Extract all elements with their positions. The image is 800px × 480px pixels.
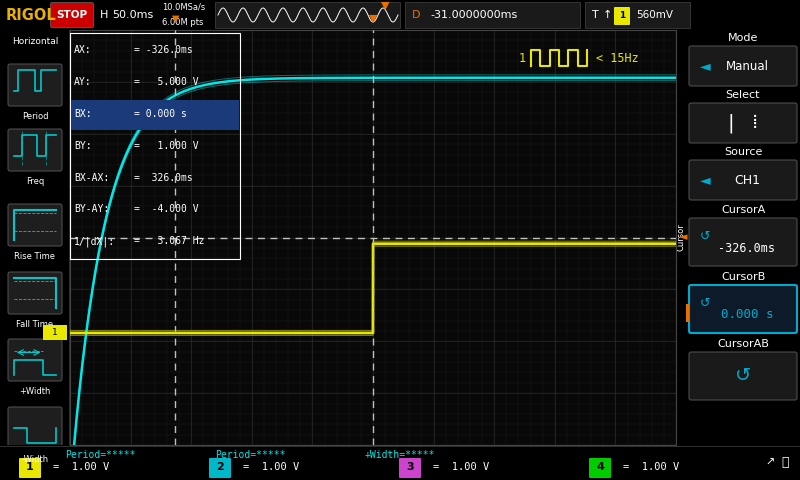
Bar xyxy=(70,100,239,130)
Bar xyxy=(70,33,240,259)
Text: STOP: STOP xyxy=(57,10,87,20)
Text: ▼: ▼ xyxy=(381,1,390,11)
Text: Cursor: Cursor xyxy=(677,224,686,252)
Text: Freq: Freq xyxy=(26,177,44,186)
Text: Fall Time: Fall Time xyxy=(17,320,54,329)
Text: Source: Source xyxy=(724,147,762,157)
Text: ◄: ◄ xyxy=(679,232,687,242)
FancyBboxPatch shape xyxy=(19,458,41,478)
Text: =  1.00 V: = 1.00 V xyxy=(623,462,679,472)
Text: ↺: ↺ xyxy=(700,229,710,242)
FancyBboxPatch shape xyxy=(8,339,62,381)
Text: CursorAB: CursorAB xyxy=(717,339,769,349)
Text: = 0.000 s: = 0.000 s xyxy=(134,108,186,119)
Text: BX-AX:: BX-AX: xyxy=(74,172,110,182)
Text: 1: 1 xyxy=(619,11,625,20)
Text: Mode: Mode xyxy=(728,33,758,43)
Text: Period=*****: Period=***** xyxy=(65,450,135,460)
Text: 1: 1 xyxy=(52,328,58,337)
Bar xyxy=(585,2,690,28)
Text: Manual: Manual xyxy=(726,60,769,72)
Text: ⁞: ⁞ xyxy=(752,113,758,132)
Text: AY:: AY: xyxy=(74,77,92,87)
Text: = -326.0ms: = -326.0ms xyxy=(134,45,192,55)
Text: +Width: +Width xyxy=(19,387,50,396)
Text: Horizontal: Horizontal xyxy=(12,37,58,47)
FancyBboxPatch shape xyxy=(8,407,62,449)
FancyBboxPatch shape xyxy=(614,7,630,25)
Text: =  1.00 V: = 1.00 V xyxy=(433,462,490,472)
Text: 1: 1 xyxy=(518,51,526,64)
Text: =   1.000 V: = 1.000 V xyxy=(134,141,198,151)
Text: +Width=*****: +Width=***** xyxy=(365,450,435,460)
Text: |: | xyxy=(728,113,734,133)
Text: H: H xyxy=(100,10,108,20)
Text: =   3.067 Hz: = 3.067 Hz xyxy=(134,237,204,246)
Text: =  1.00 V: = 1.00 V xyxy=(243,462,299,472)
FancyBboxPatch shape xyxy=(50,2,94,27)
Text: ▼: ▼ xyxy=(172,14,179,24)
Text: ↗: ↗ xyxy=(766,457,774,468)
FancyBboxPatch shape xyxy=(689,160,797,200)
FancyBboxPatch shape xyxy=(677,304,689,322)
FancyBboxPatch shape xyxy=(589,458,611,478)
FancyBboxPatch shape xyxy=(689,285,797,333)
FancyBboxPatch shape xyxy=(8,64,62,106)
Text: 3: 3 xyxy=(406,462,414,472)
Text: =  326.0ms: = 326.0ms xyxy=(134,172,192,182)
Text: Period: Period xyxy=(22,112,48,121)
Text: 10.0MSa/s: 10.0MSa/s xyxy=(162,3,206,12)
Text: ↺: ↺ xyxy=(700,297,710,310)
Bar xyxy=(215,2,400,28)
Text: BY-AY:: BY-AY: xyxy=(74,204,110,215)
Text: =   5.000 V: = 5.000 V xyxy=(134,77,198,87)
FancyBboxPatch shape xyxy=(209,458,231,478)
Text: AX:: AX: xyxy=(74,45,92,55)
FancyBboxPatch shape xyxy=(689,103,797,143)
Text: 0.000 s: 0.000 s xyxy=(721,309,774,322)
Text: 50.0ms: 50.0ms xyxy=(112,10,154,20)
Text: Select: Select xyxy=(726,90,760,100)
Bar xyxy=(42,325,67,340)
Text: -Width: -Width xyxy=(22,455,49,464)
Text: Rise Time: Rise Time xyxy=(14,252,55,261)
FancyBboxPatch shape xyxy=(399,458,421,478)
Text: 4: 4 xyxy=(596,462,604,472)
Text: D: D xyxy=(412,10,421,20)
FancyBboxPatch shape xyxy=(689,46,797,86)
Text: BX:: BX: xyxy=(74,108,92,119)
Text: =  1.00 V: = 1.00 V xyxy=(53,462,110,472)
Text: CH1: CH1 xyxy=(734,173,760,187)
FancyBboxPatch shape xyxy=(8,129,62,171)
Text: BY:: BY: xyxy=(74,141,92,151)
Text: -326.0ms: -326.0ms xyxy=(718,241,775,254)
Bar xyxy=(405,2,580,28)
Text: ▼: ▼ xyxy=(369,14,378,24)
Text: RIGOL: RIGOL xyxy=(6,8,57,23)
Text: 1/|dX|:: 1/|dX|: xyxy=(74,236,115,247)
Text: ↑: ↑ xyxy=(603,10,612,20)
Text: 1: 1 xyxy=(26,462,34,472)
Text: ↺: ↺ xyxy=(735,367,751,385)
Text: Period=*****: Period=***** xyxy=(214,450,286,460)
Text: ◄: ◄ xyxy=(700,173,710,187)
FancyBboxPatch shape xyxy=(689,352,797,400)
Text: T: T xyxy=(680,309,686,317)
Text: ◄: ◄ xyxy=(700,59,710,73)
FancyBboxPatch shape xyxy=(689,218,797,266)
Text: ⛭: ⛭ xyxy=(782,456,789,469)
FancyBboxPatch shape xyxy=(8,272,62,314)
Text: 560mV: 560mV xyxy=(636,10,673,20)
Text: CursorB: CursorB xyxy=(721,272,765,282)
Text: CursorA: CursorA xyxy=(721,205,765,215)
Text: =  -4.000 V: = -4.000 V xyxy=(134,204,198,215)
Text: < 15Hz: < 15Hz xyxy=(596,51,639,64)
Text: 6.00M pts: 6.00M pts xyxy=(162,18,203,27)
Text: T: T xyxy=(592,10,598,20)
Text: 2: 2 xyxy=(216,462,224,472)
FancyBboxPatch shape xyxy=(8,204,62,246)
Text: -31.0000000ms: -31.0000000ms xyxy=(430,10,518,20)
